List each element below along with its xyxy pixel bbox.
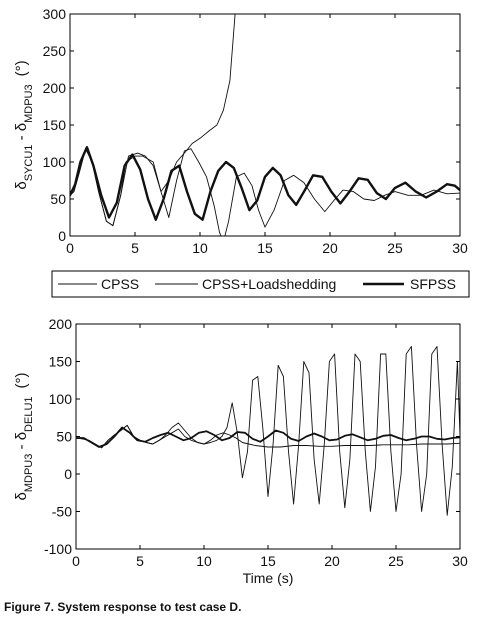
bottom-chart-series-sfpss xyxy=(76,426,460,448)
bottom-chart-x-tick-label: 25 xyxy=(388,553,404,569)
bottom-chart-y-tick-label: 150 xyxy=(49,354,73,370)
bottom-chart-y-label-base: δ xyxy=(13,492,30,500)
top-chart-y-axis-label: δSYCU1 - δMDPU3 (°) xyxy=(13,60,35,189)
top-chart-x-tick-label: 30 xyxy=(452,240,468,256)
top-chart-y-label-sub1: SYCU1 xyxy=(23,145,35,182)
top-chart-y-label-mid: - δ xyxy=(13,123,30,145)
top-chart-y-label-base: δ xyxy=(13,181,30,189)
legend-label-sfpss: SFPSS xyxy=(410,276,456,292)
top-chart-y-tick-label: 150 xyxy=(43,117,67,133)
legend-label-cpss: CPSS xyxy=(101,276,139,292)
top-chart-x-tick-label: 25 xyxy=(387,240,403,256)
legend-label-cpss-loadshedding: CPSS+Loadshedding xyxy=(202,276,336,292)
bottom-chart-y-tick-label: 200 xyxy=(49,316,73,332)
top-chart-y-tick-label: 100 xyxy=(43,154,67,170)
top-chart-y-tick-label: 250 xyxy=(43,43,67,59)
bottom-chart-y-tick-label: -100 xyxy=(44,541,72,557)
bottom-chart-y-tick-label: 100 xyxy=(49,391,73,407)
top-chart-y-tick-label: 0 xyxy=(58,228,66,244)
bottom-chart-y-label-sub2: DELU1 xyxy=(23,396,35,431)
top-chart-y-label-unit: (°) xyxy=(13,60,30,76)
top-chart-y-label-sub2: MDPU3 xyxy=(23,84,35,123)
bottom-chart-y-tick-label: 50 xyxy=(56,429,72,445)
top-chart-series-cpss-loadshedding xyxy=(70,148,460,236)
top-chart-y-tick-label: 50 xyxy=(50,191,66,207)
bottom-chart-x-tick-label: 20 xyxy=(324,553,340,569)
bottom-chart-x-tick-label: 30 xyxy=(452,553,468,569)
figure-background xyxy=(0,0,479,600)
bottom-chart-y-axis-label: δMDPU3 - δDELU1 (°) xyxy=(13,372,35,500)
bottom-chart-y-label-unit: (°) xyxy=(13,372,30,388)
bottom-chart-x-tick-label: 0 xyxy=(72,553,80,569)
bottom-chart-x-axis-label: Time (s) xyxy=(243,570,294,586)
figure-caption: Figure 7. System response to test case D… xyxy=(4,600,242,614)
top-chart-x-tick-label: 0 xyxy=(66,240,74,256)
bottom-chart: 0 5 10 15 20 25 30 -100 -50 0 50 100 150 200 δMDPU3 -… xyxy=(13,316,468,586)
top-chart-x-tick-label: 20 xyxy=(322,240,338,256)
bottom-chart-y-label-sub1: MDPU3 xyxy=(23,454,35,493)
bottom-chart-y-tick-label: -50 xyxy=(52,504,72,520)
top-chart-x-tick-label: 10 xyxy=(192,240,208,256)
top-chart-y-tick-label: 300 xyxy=(43,6,67,22)
legend: CPSS CPSS+Loadshedding SFPSS xyxy=(51,270,470,298)
bottom-chart-y-tick-label: 0 xyxy=(64,466,72,482)
top-chart-x-tick-label: 15 xyxy=(257,240,273,256)
bottom-chart-x-tick-label: 15 xyxy=(260,553,276,569)
top-chart-y-tick-label: 200 xyxy=(43,80,67,96)
bottom-chart-x-tick-label: 10 xyxy=(196,553,212,569)
top-chart-series-sfpss xyxy=(70,146,460,221)
top-chart-x-tick-label: 5 xyxy=(131,240,139,256)
bottom-chart-y-label-mid: - δ xyxy=(13,432,30,454)
bottom-chart-x-tick-label: 5 xyxy=(136,553,144,569)
